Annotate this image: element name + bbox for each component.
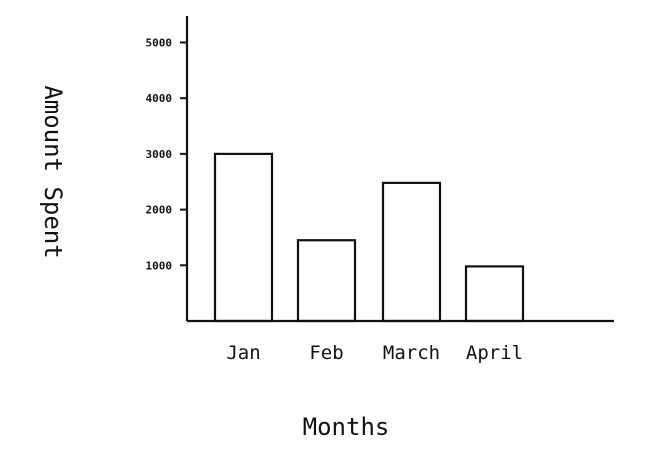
y-tick-label-1000: 1000	[146, 259, 173, 272]
bar-jan	[213, 152, 274, 323]
bar-feb	[296, 239, 357, 323]
x-tick-label-april: April	[466, 342, 523, 364]
y-tick-label-4000: 4000	[146, 92, 173, 105]
y-tick-label-2000: 2000	[146, 204, 173, 217]
y-ticks-group: 1000 2000 3000 4000 5000	[146, 37, 187, 272]
y-tick-label-5000: 5000	[146, 37, 173, 50]
x-tick-label-feb: Feb	[309, 342, 343, 364]
bar-march	[381, 181, 442, 323]
y-axis-title: Amount Spent	[39, 85, 67, 258]
x-tick-label-jan: Jan	[226, 342, 260, 364]
x-categories-group: Jan Feb March April	[226, 342, 523, 364]
bars-group	[213, 152, 525, 323]
x-tick-label-march: March	[383, 342, 440, 364]
bar-april	[464, 265, 525, 323]
x-axis-title: Months	[303, 413, 390, 441]
y-tick-label-3000: 3000	[146, 148, 173, 161]
